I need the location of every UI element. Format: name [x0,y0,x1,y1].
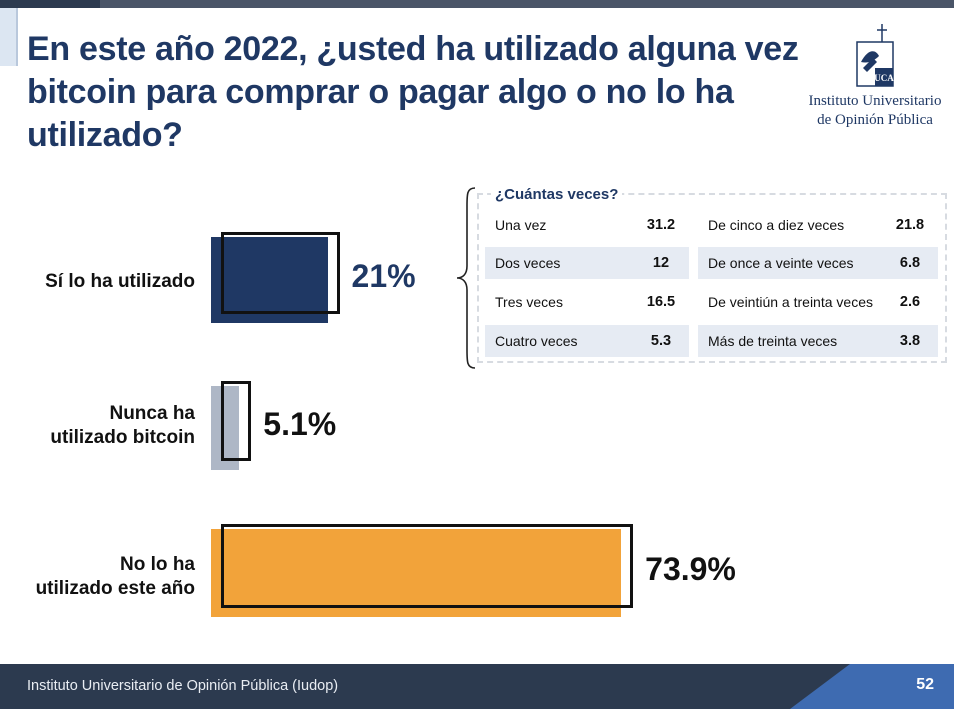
breakdown-label: De cinco a diez veces [708,217,845,233]
category-label-nunca: Nunca ha utilizado bitcoin [0,402,195,450]
bar-outline-no [221,524,634,608]
category-label-line: Sí lo ha utilizado [45,271,195,292]
footer-org: Instituto Universitario de Opinión Públi… [27,678,339,694]
breakdown-row: Tres veces 16.5 [485,286,689,318]
footer-accent-shape [790,664,850,709]
frequency-breakdown: ¿Cuántas veces? Una vez 31.2 Dos veces 1… [477,186,947,363]
category-label-si: Sí lo ha utilizado [0,270,195,294]
breakdown-row: De cinco a diez veces 21.8 [698,209,938,241]
breakdown-label: De once a veinte veces [708,255,854,271]
breakdown-value: 6.8 [899,255,921,271]
breakdown-row: Más de treinta veces 3.8 [698,325,938,357]
breakdown-row: Una vez 31.2 [485,209,689,241]
iudop-logo: UCA Instituto Universitario de Opinión P… [800,22,950,137]
breakdown-label: Una vez [495,217,547,233]
bar-fill-si [211,237,328,323]
bar-outline-nunca [221,381,252,461]
footer-accent-block [850,664,954,709]
breakdown-label: Dos veces [495,255,561,271]
breakdown-value: 21.8 [895,217,925,233]
category-label-line: utilizado este año [35,578,195,599]
logo-text: Instituto Universitario de Opinión Públi… [800,92,950,130]
uca-logo-icon: UCA [856,24,894,87]
breakdown-value: 2.6 [899,294,921,310]
bar-value-no: 73.9% [645,551,736,587]
bar-fill-no [211,529,622,617]
breakdown-row: Cuatro veces 5.3 [485,325,689,357]
bar-outline-si [221,232,340,314]
logo-line-1: Instituto Universitario [808,93,942,109]
breakdown-label: Tres veces [495,294,563,310]
breakdown-label: Cuatro veces [495,333,578,349]
bar-value-nunca: 5.1% [263,406,337,442]
breakdown-title: ¿Cuántas veces? [491,186,623,203]
slide-title: En este año 2022, ¿usted ha utilizado al… [27,30,799,154]
logo-mark-text: UCA [874,73,894,83]
breakdown-value: 3.8 [899,333,921,349]
breakdown-row: De veintiún a treinta veces 2.6 [698,286,938,318]
breakdown-value: 16.5 [646,294,676,310]
category-label-no: No lo ha utilizado este año [0,553,195,601]
breakdown-label: Más de treinta veces [708,333,838,349]
bar-value-si: 21% [351,258,416,294]
logo-line-2: de Opinión Pública [817,112,933,128]
category-label-line: utilizado bitcoin [50,427,195,448]
category-label-line: Nunca ha [109,403,195,424]
bar-fill-nunca [211,386,240,470]
category-label-line: No lo ha [120,554,195,575]
page-number: 52 [916,676,934,693]
brace-icon [456,187,476,369]
breakdown-label: De veintiún a treinta veces [708,294,873,310]
top-strip-accent [100,0,954,8]
breakdown-value: 5.3 [650,333,672,349]
breakdown-row: Dos veces 12 [485,247,689,279]
breakdown-value: 31.2 [646,217,676,233]
left-accent [0,8,18,66]
footer: Instituto Universitario de Opinión Públi… [0,664,954,709]
breakdown-value: 12 [652,255,670,271]
breakdown-row: De once a veinte veces 6.8 [698,247,938,279]
